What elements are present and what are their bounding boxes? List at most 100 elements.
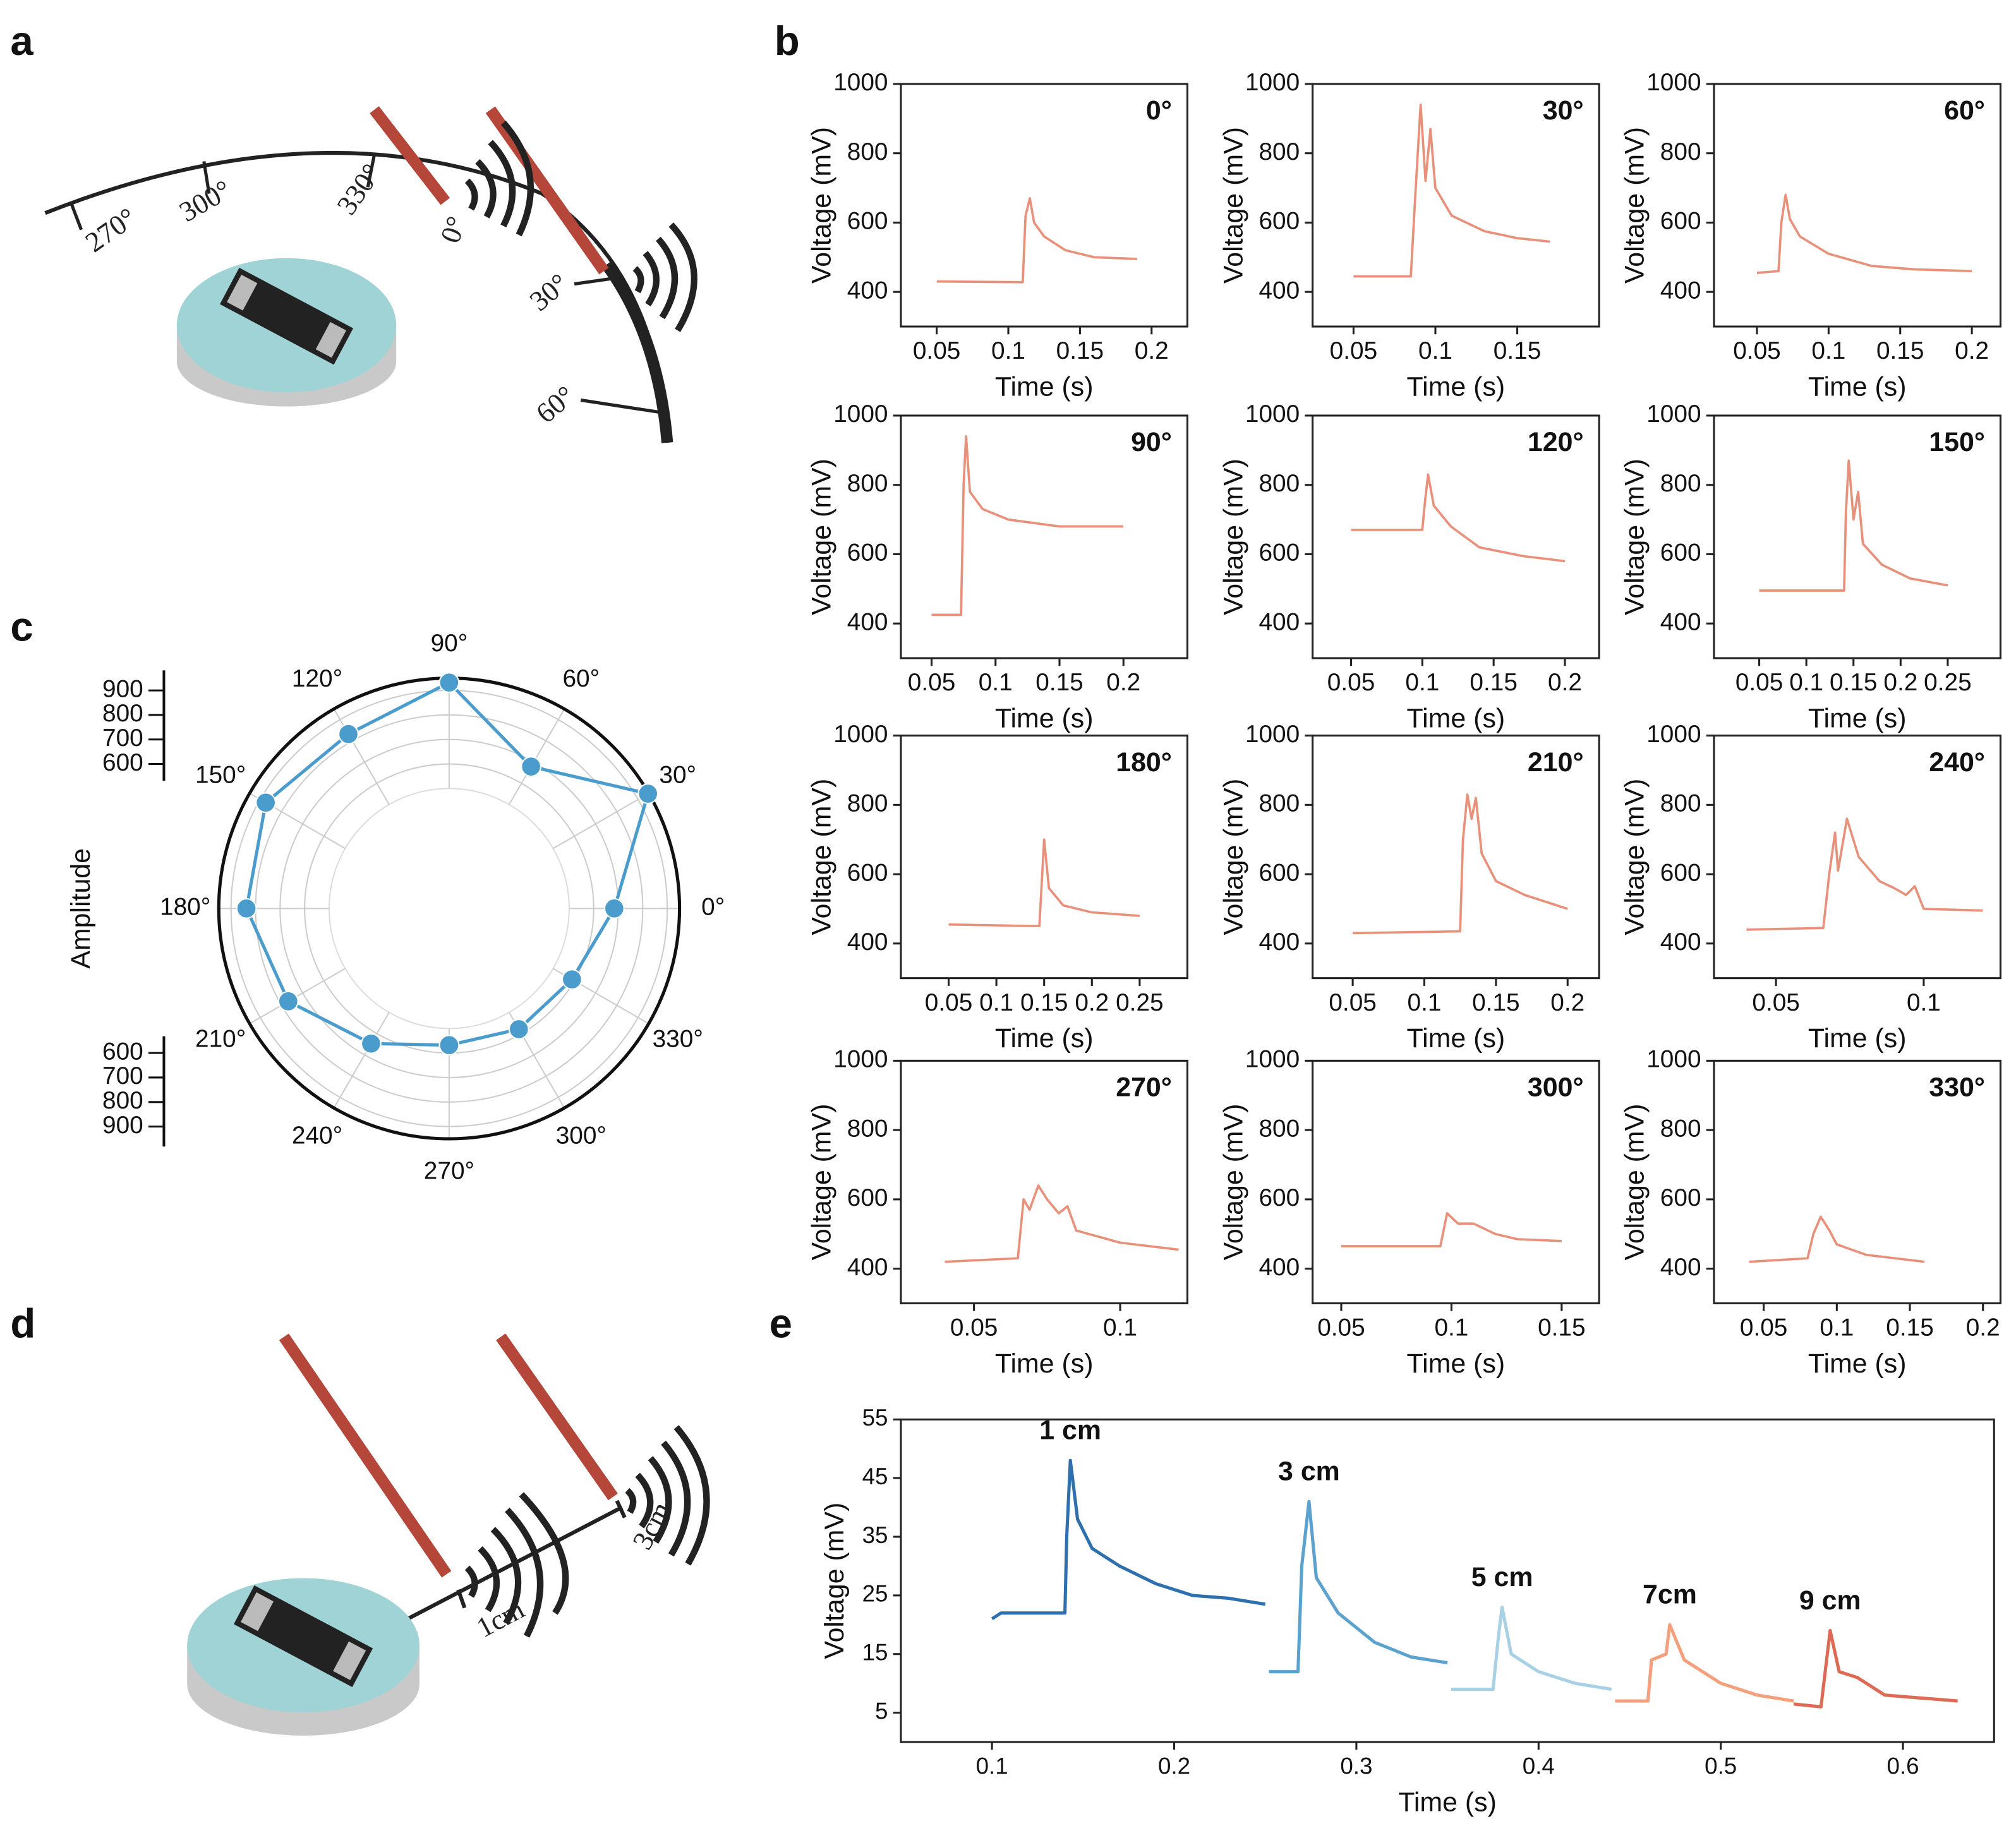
data-point <box>521 756 542 777</box>
angle-label: 90° <box>431 630 468 657</box>
y-tick-label: 400 <box>1258 928 1300 956</box>
x-axis-label: Time (s) <box>995 1023 1094 1054</box>
data-line <box>1793 1628 1958 1709</box>
angle-annotation: 120° <box>1528 427 1584 457</box>
x-tick-label: 0.2 <box>1075 989 1109 1016</box>
x-tick-label: 0.15 <box>1035 669 1083 696</box>
x-tick-label: 0.05 <box>913 337 961 364</box>
x-axis-label: Time (s) <box>1398 1787 1497 1817</box>
x-axis-label: Time (s) <box>1407 371 1506 402</box>
x-axis-label: Time (s) <box>1407 1348 1506 1379</box>
x-axis-label: Time (s) <box>995 371 1094 402</box>
angle-annotation: 0° <box>1146 95 1172 126</box>
y-tick-label: 5 <box>875 1698 888 1724</box>
y-tick-label: 800 <box>847 470 888 497</box>
plot-frame <box>1713 735 2002 980</box>
angle-annotation: 330° <box>1929 1072 1985 1103</box>
y-axis-label: Voltage (mV) <box>1218 779 1248 935</box>
panel-letter: e <box>770 1300 792 1347</box>
data-point <box>361 1033 382 1054</box>
y-axis-label: Voltage (mV) <box>807 459 837 615</box>
y-tick-label: 45 <box>862 1463 888 1489</box>
x-axis-label: Time (s) <box>1407 703 1506 733</box>
data-line <box>991 1458 1266 1621</box>
angle-label: 240° <box>292 1122 342 1149</box>
data-line <box>1269 1499 1448 1674</box>
sound-waves <box>464 120 697 332</box>
x-tick-label: 0.1 <box>1434 1314 1468 1342</box>
angle-label: 150° <box>195 762 246 789</box>
x-tick-label: 0.05 <box>1329 989 1377 1016</box>
x-tick-label: 0.1 <box>979 989 1013 1016</box>
radial-tick-label: 700 <box>102 724 143 752</box>
stick <box>485 106 609 275</box>
angle-label: 60° <box>530 380 581 429</box>
x-tick-label: 0.2 <box>1106 669 1140 696</box>
x-tick-label: 0.05 <box>1752 989 1800 1016</box>
angular-grid <box>509 709 565 805</box>
y-axis-label: Voltage (mV) <box>807 127 837 284</box>
x-tick-label: 0.2 <box>1548 669 1582 696</box>
x-axis-label: Time (s) <box>995 1348 1094 1379</box>
x-tick-label: 0.15 <box>1886 1314 1934 1342</box>
x-tick-label: 0.05 <box>925 989 973 1016</box>
plot-frame <box>1713 83 2002 328</box>
radial-tick-label: 600 <box>102 1038 143 1065</box>
y-tick-label: 600 <box>1258 208 1300 235</box>
panel-letter: c <box>10 603 33 649</box>
series-label: 7cm <box>1643 1580 1697 1610</box>
angle-label: 60° <box>562 665 600 692</box>
angular-grid <box>552 793 649 850</box>
x-axis-label: Time (s) <box>1407 1023 1506 1054</box>
angle-label: 330° <box>330 158 387 220</box>
y-tick-label: 1000 <box>833 1046 888 1073</box>
y-tick-label: 1000 <box>833 721 888 748</box>
x-tick-label: 0.1 <box>976 1753 1008 1779</box>
x-tick-label: 0.05 <box>950 1314 998 1342</box>
y-axis-label: Voltage (mV) <box>1218 1103 1248 1260</box>
radial-grid <box>304 763 595 1054</box>
data-line <box>1353 793 1568 935</box>
y-tick-label: 25 <box>862 1581 888 1607</box>
radial-tick-label: 900 <box>102 1112 143 1139</box>
y-axis-label: Voltage (mV) <box>807 779 837 935</box>
y-tick-label: 55 <box>862 1405 888 1431</box>
y-tick-label: 1000 <box>833 69 888 96</box>
y-tick-label: 600 <box>847 859 888 886</box>
y-axis-label: Voltage (mV) <box>1620 459 1650 615</box>
x-tick-label: 0.2 <box>1158 1753 1190 1779</box>
radial-axis-label: Amplitude <box>66 848 96 969</box>
x-tick-label: 0.15 <box>1494 337 1542 364</box>
data-line <box>931 435 1124 616</box>
data-line <box>1756 193 1972 274</box>
x-tick-label: 0.05 <box>1330 337 1378 364</box>
x-tick-label: 0.15 <box>1020 989 1068 1016</box>
x-tick-label: 0.25 <box>1924 669 1972 696</box>
data-line <box>945 1184 1179 1263</box>
diagram-d: 1cm 3cm <box>187 1333 710 1736</box>
angle-annotation: 180° <box>1116 747 1172 778</box>
angle-annotation: 90° <box>1131 427 1172 457</box>
y-tick-label: 400 <box>1258 608 1300 635</box>
data-point <box>562 969 582 990</box>
plot-frame <box>900 1059 1188 1305</box>
panel-letter: a <box>10 18 33 64</box>
y-tick-label: 600 <box>847 208 888 235</box>
x-axis-label: Time (s) <box>995 703 1094 733</box>
data-line <box>1746 817 1983 931</box>
x-tick-label: 0.1 <box>1408 989 1442 1016</box>
y-tick-label: 800 <box>1258 138 1300 165</box>
y-tick-label: 600 <box>1660 539 1701 567</box>
angle-label: 330° <box>653 1025 703 1052</box>
x-tick-label: 0.1 <box>1811 337 1845 364</box>
x-tick-label: 0.1 <box>979 669 1013 696</box>
series-label: 9 cm <box>1799 1585 1861 1616</box>
data-line <box>1353 103 1550 278</box>
y-axis-label: Voltage (mV) <box>1620 1103 1650 1260</box>
angle-annotation: 270° <box>1116 1072 1172 1103</box>
stick <box>496 1333 618 1501</box>
y-tick-label: 1000 <box>1245 69 1300 96</box>
angle-annotation: 210° <box>1528 747 1584 778</box>
plot-frame <box>900 414 1188 659</box>
